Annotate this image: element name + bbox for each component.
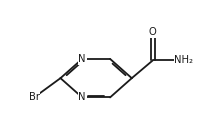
Text: NH₂: NH₂ xyxy=(174,55,193,65)
Text: N: N xyxy=(78,92,86,102)
Text: O: O xyxy=(149,27,157,37)
Text: Br: Br xyxy=(29,92,40,102)
Text: N: N xyxy=(78,54,86,64)
